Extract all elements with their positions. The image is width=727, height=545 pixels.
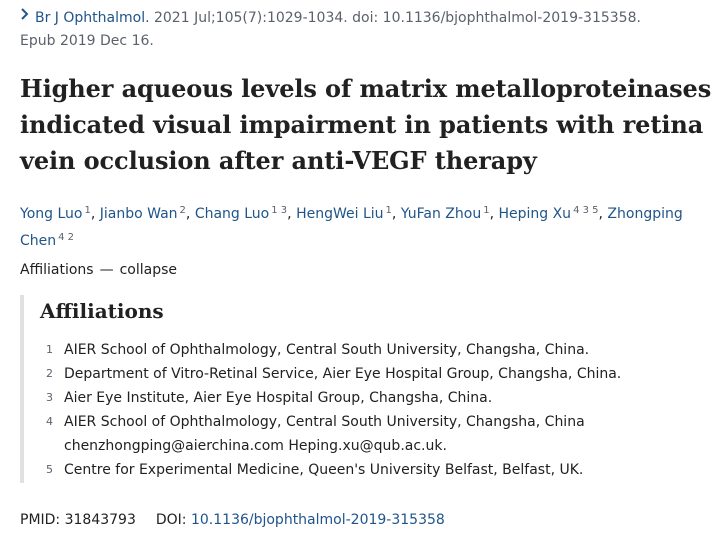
affiliations-list: 1 AIER School of Ophthalmology, Central S… <box>40 338 720 482</box>
author-link[interactable]: Zhongping Chen <box>20 206 683 249</box>
affiliation-number: 5 <box>46 463 53 476</box>
citation-details: 2021 Jul;105(7):1029-1034. doi: 10.1136/… <box>149 10 641 26</box>
affiliation-item: 2 Department of Vitro-Retinal Service, Ai… <box>40 362 720 386</box>
affiliation-text: Department of Vitro-Retinal Service, Aie… <box>64 366 622 382</box>
author-link[interactable]: Yong Luo <box>20 206 83 222</box>
affiliations-toggle-label: Affiliations <box>20 262 94 278</box>
affiliation-item: 5 Centre for Experimental Medicine, Queen… <box>40 458 720 482</box>
author-separator: , <box>391 206 401 222</box>
affiliation-text: AIER School of Ophthalmology, Central So… <box>64 342 590 358</box>
chevron-right-icon[interactable] <box>20 5 30 28</box>
affiliation-text: Centre for Experimental Medicine, Queen'… <box>64 462 584 478</box>
affiliations-toggle: Affiliations — collapse <box>20 259 177 281</box>
author-link[interactable]: YuFan Zhou <box>400 206 482 222</box>
affiliation-text: AIER School of Ophthalmology, Central So… <box>64 414 585 454</box>
affiliation-number: 4 <box>46 415 53 428</box>
author-link[interactable]: Jianbo Wan <box>99 206 178 222</box>
journal-link[interactable]: Br J Ophthalmol. <box>35 10 150 26</box>
author-affiliation-refs[interactable]: 1 <box>385 205 392 216</box>
article-title: Higher aqueous levels of matrix metallop… <box>20 74 712 175</box>
author-affiliation-refs[interactable]: 4 3 5 <box>573 205 599 216</box>
pmid-label: PMID: <box>20 512 61 528</box>
affiliation-item: 1 AIER School of Ophthalmology, Central S… <box>40 338 720 362</box>
author-separator: , <box>598 206 608 222</box>
affiliation-number: 3 <box>46 391 53 404</box>
author-link[interactable]: HengWei Liu <box>296 206 384 222</box>
epub-date: Epub 2019 Dec 16. <box>20 33 154 49</box>
citation: Br J Ophthalmol. 2021 Jul;105(7):1029-10… <box>20 7 720 53</box>
author-affiliation-refs[interactable]: 2 <box>179 205 186 216</box>
author-separator: , <box>185 206 195 222</box>
author-list: Yong Luo 1, Jianbo Wan 2, Chang Luo 1 3, He… <box>20 199 720 253</box>
doi-label: DOI: <box>155 512 187 528</box>
affiliation-number: 1 <box>46 343 53 356</box>
doi-link[interactable]: 10.1136/bjophthalmol-2019-315358 <box>190 512 445 528</box>
author-link[interactable]: Heping Xu <box>498 206 572 222</box>
article-identifiers: PMID: 31843793 DOI: 10.1136/bjophthalmol-… <box>20 509 445 531</box>
author-separator: , <box>489 206 499 222</box>
affiliation-text: Aier Eye Institute, Aier Eye Hospital Gr… <box>64 390 493 406</box>
affiliation-number: 2 <box>46 367 53 380</box>
author-separator: , <box>90 206 100 222</box>
author-affiliation-refs[interactable]: 1 <box>84 205 91 216</box>
author-affiliation-refs[interactable]: 4 2 <box>58 232 75 243</box>
affiliation-item: 4 AIER School of Ophthalmology, Central S… <box>40 410 720 458</box>
pmid-value: 31843793 <box>64 512 136 528</box>
affiliations-heading: Affiliations <box>40 299 164 323</box>
author-separator: , <box>287 206 297 222</box>
affiliations-panel: Affiliations 1 AIER School of Ophthalmolo… <box>20 295 724 483</box>
author-link[interactable]: Chang Luo <box>194 206 270 222</box>
author-affiliation-refs[interactable]: 1 <box>483 205 490 216</box>
affiliation-item: 3 Aier Eye Institute, Aier Eye Hospital G… <box>40 386 720 410</box>
collapse-link[interactable]: collapse <box>119 262 178 278</box>
author-affiliation-refs[interactable]: 1 3 <box>271 205 288 216</box>
affiliations-toggle-dash: — <box>99 262 114 278</box>
